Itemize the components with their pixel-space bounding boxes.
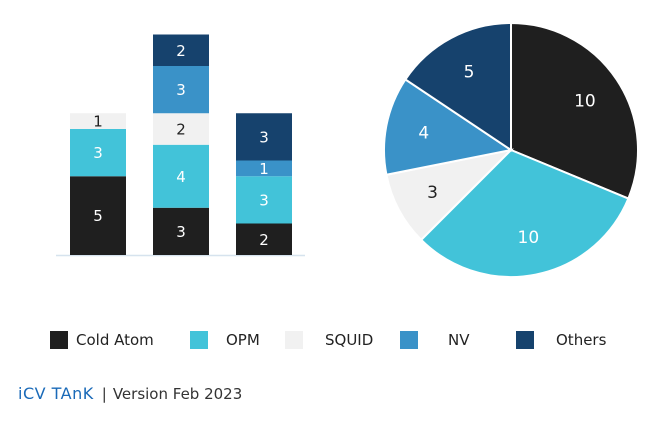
- bar-segment-cold-atom: [153, 207, 209, 255]
- pie-data-label: 10: [518, 228, 540, 248]
- bar-data-label: 2: [259, 231, 269, 249]
- bar-data-label: 3: [176, 81, 186, 99]
- bar-segment-squid: [153, 113, 209, 145]
- pie-slice-cold-atom: [510, 21, 639, 200]
- legend-swatch-nv: [400, 331, 418, 349]
- pie-data-label: 4: [418, 124, 429, 144]
- pie-data-label: 10: [574, 92, 596, 112]
- pie-data-label: 3: [427, 183, 438, 203]
- stacked-bar-chart: 5 3 1 3 4 2 3 2 2 3 1 3: [56, 34, 305, 257]
- bar-data-label: 3: [93, 144, 103, 162]
- legend-item-squid: SQUID: [285, 326, 373, 354]
- footer: iCV TAnK | Version Feb 2023: [18, 384, 242, 403]
- pie-data-label: 5: [464, 63, 475, 83]
- footer-separator: |: [101, 384, 107, 403]
- legend: Cold Atom OPM SQUID NV Others: [0, 326, 650, 354]
- pie-slice-others: [404, 21, 512, 152]
- bar-data-label: 3: [259, 191, 269, 209]
- legend-item-nv: NV: [400, 326, 469, 354]
- bar-segment-opm: [236, 176, 292, 224]
- legend-label: Cold Atom: [76, 331, 154, 349]
- bar-data-label: 1: [259, 160, 269, 178]
- bar-segment-opm: [70, 129, 126, 177]
- legend-item-cold-atom: Cold Atom: [50, 326, 154, 354]
- legend-swatch-cold-atom: [50, 331, 68, 349]
- bar-data-label: 2: [176, 121, 186, 139]
- bar-data-label: 1: [93, 113, 103, 131]
- bar-data-label: 5: [93, 207, 103, 225]
- bar-segment-others: [153, 34, 209, 66]
- bar-segment-cold-atom: [70, 176, 126, 255]
- bar-data-label: 4: [176, 168, 186, 186]
- pie-chart: 10 10 3 4 5: [383, 21, 639, 278]
- bar-data-label: 3: [176, 223, 186, 241]
- bar-segment-nv: [153, 66, 209, 114]
- legend-label: Others: [556, 331, 607, 349]
- legend-swatch-squid: [285, 331, 303, 349]
- legend-item-others: Others: [516, 326, 606, 354]
- version-text: Version Feb 2023: [112, 384, 243, 403]
- legend-swatch-opm: [190, 331, 208, 349]
- pie-slice-opm: [419, 148, 630, 278]
- bar-segment-others: [236, 113, 292, 161]
- legend-label: OPM: [226, 331, 260, 349]
- bar-segment-cold-atom: [236, 223, 292, 255]
- bar-data-label: 2: [176, 42, 186, 60]
- pie-slice-nv: [383, 78, 514, 176]
- legend-label: NV: [448, 331, 470, 349]
- bar-segment-nv: [236, 160, 292, 177]
- brand-logo: iCV TAnK: [18, 384, 94, 403]
- legend-item-opm: OPM: [190, 326, 260, 354]
- bar-segment-opm: [153, 144, 209, 208]
- legend-swatch-others: [516, 331, 534, 349]
- bar-data-label: 3: [259, 128, 269, 146]
- bar-segment-squid: [70, 113, 126, 129]
- legend-label: SQUID: [325, 331, 374, 349]
